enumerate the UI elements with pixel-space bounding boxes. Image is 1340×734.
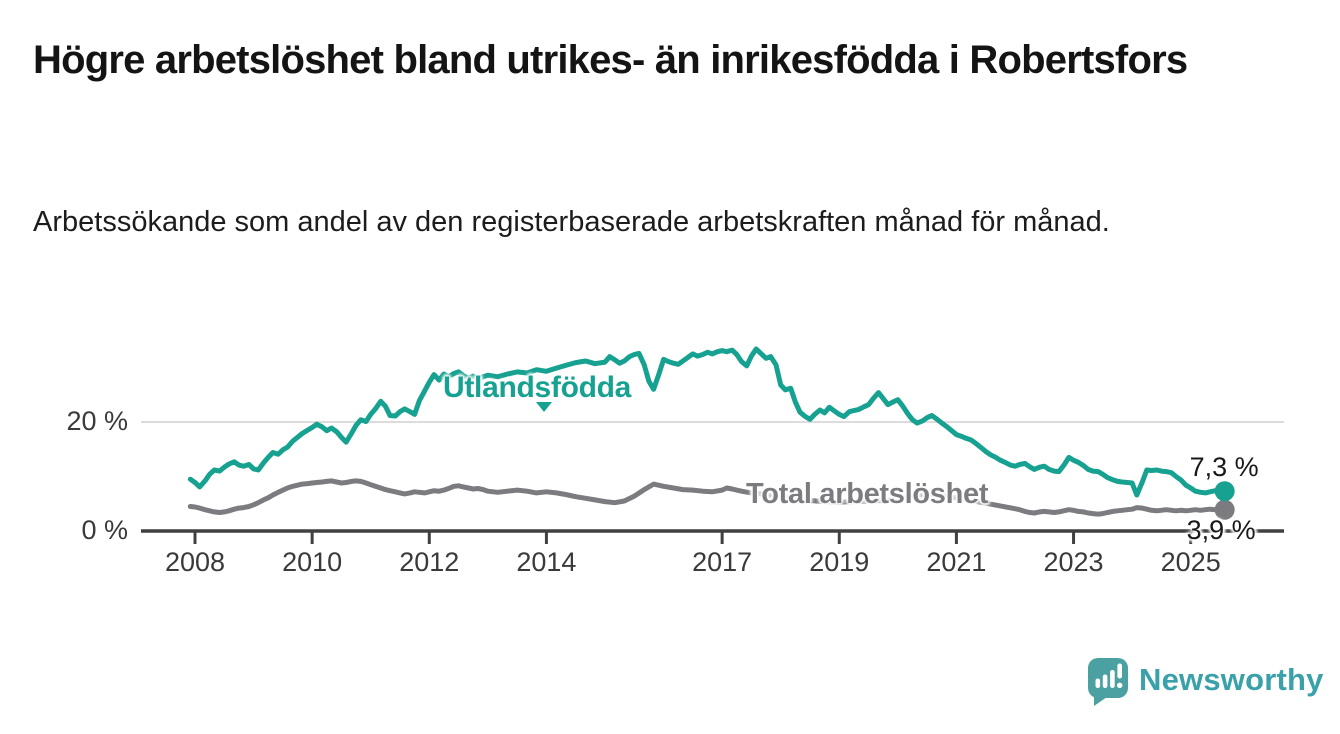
- x-axis-tick-label: 2012: [399, 547, 460, 577]
- arrow-down-icon: [536, 402, 552, 412]
- series-endpoint-dot: [1214, 481, 1235, 502]
- x-axis-tick-label: 2023: [1043, 547, 1104, 577]
- series-label-total: Total arbetslöshet: [746, 478, 989, 510]
- x-axis-tick-label: 2025: [1160, 547, 1221, 577]
- x-axis-tick-label: 2017: [692, 547, 753, 577]
- end-value-label-utlandsfodda: 7,3 %: [1189, 452, 1259, 483]
- y-axis-tick-label: 0 %: [81, 515, 128, 545]
- brand-name: Newsworthy: [1139, 662, 1324, 697]
- x-axis-tick-label: 2010: [282, 547, 343, 577]
- y-axis-tick-label: 20 %: [66, 406, 128, 437]
- chart-subtitle: Arbetssökande som andel av den registerb…: [33, 206, 1110, 238]
- series-label-utlandsfodda: Utlandsfödda: [443, 371, 632, 404]
- newsworthy-logo: Newsworthy: [1087, 657, 1324, 707]
- series-endpoint-dot: [1214, 499, 1235, 520]
- bar-chart-speech-bubble-icon: [1088, 658, 1128, 706]
- chart-title: Högre arbetslöshet bland utrikes- än inr…: [33, 38, 1188, 82]
- x-axis-tick-label: 2021: [926, 547, 987, 577]
- x-axis-tick-label: 2019: [809, 547, 870, 577]
- series-line: [187, 478, 1228, 517]
- x-axis-tick-label: 2014: [516, 547, 577, 577]
- x-axis-tick-label: 2008: [164, 547, 226, 577]
- series-line: [187, 346, 1228, 498]
- end-value-label-total: 3,9 %: [1186, 514, 1256, 545]
